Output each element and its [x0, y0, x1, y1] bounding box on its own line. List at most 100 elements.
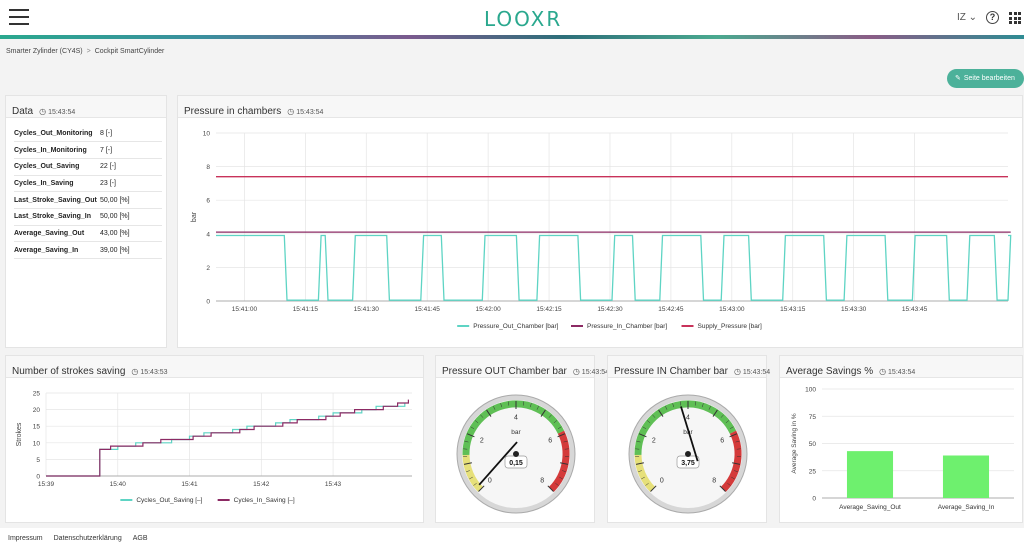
strokes-chart: 0 5 10 15 20 25 15:39 15:40 15:41 15:42 15:43 Strok… [16, 391, 412, 504]
y-tick-label: 2 [206, 265, 210, 272]
footer-link-impressum[interactable]: Impressum [8, 535, 43, 542]
gauge-band [634, 400, 737, 456]
series-line [216, 234, 1012, 301]
gauge-tick-label: 6 [720, 437, 724, 444]
legend-label: Pressure_Out_Chamber [bar] [473, 323, 558, 330]
clock-icon: ◷ [879, 367, 887, 376]
x-tick-label: 15:41:00 [232, 306, 258, 313]
data-value: 43,00 [%] [100, 225, 162, 243]
pressure-in-gauge: 02468bar3,75 [628, 394, 748, 514]
gauge-tick [478, 485, 485, 492]
data-row: Average_Saving_In 39,00 [%] [14, 241, 162, 259]
gauge-tick [708, 405, 711, 410]
pressure-in-gauge-panel: Pressure IN Chamber bar◷ 15:43:54 02468b… [607, 355, 770, 523]
gauge-tick-label: 8 [712, 478, 716, 485]
legend-label: Cycles_In_Saving [–] [234, 497, 295, 504]
gauge-tick [720, 414, 724, 418]
apps-grid-icon[interactable] [1009, 12, 1021, 24]
y-tick-label: 10 [33, 440, 41, 447]
panel-timestamp: ◷ 15:43:54 [879, 367, 916, 376]
header-decoration [0, 35, 1024, 39]
gauge-tick [559, 476, 563, 480]
gauge-tick [732, 462, 741, 465]
panel-timestamp: ◷ 15:43:54 [287, 107, 324, 116]
pressure-out-gauge: 0 2 4 6 8 bar 0,15 [456, 394, 576, 514]
footer: Impressum Datenschutzerklärung AGB [0, 528, 1024, 547]
clock-icon: ◷ [733, 367, 741, 376]
panel-title: Pressure in chambers [184, 106, 282, 117]
breadcrumb-item-parent[interactable]: Smarter Zylinder (CY4S) [6, 48, 83, 55]
y-tick-label: 0 [812, 496, 816, 503]
y-tick-label: 100 [805, 387, 816, 394]
panel-timestamp: ◷ 15:43:53 [131, 367, 168, 376]
data-value: 7 [-] [100, 141, 162, 159]
app-logo: LOOXR [484, 7, 563, 31]
data-key: Average_Saving_Out [14, 225, 100, 243]
y-tick-label: 15 [33, 424, 41, 431]
breadcrumb-item-current: Cockpit SmartCylinder [94, 48, 165, 55]
y-tick-label: 50 [809, 441, 817, 448]
panel-header: Data ◷ 15:43:54 [6, 96, 166, 118]
panel-title: Number of strokes saving [12, 366, 126, 377]
panel-title: Average Savings % [786, 366, 874, 377]
gauge-tick [466, 470, 470, 473]
gauge-tick [638, 433, 647, 438]
panel-timestamp: ◷ 15:43:54 [733, 367, 771, 376]
panel-timestamp: ◷ 15:43:54 [39, 107, 76, 116]
gauge-needle [680, 406, 699, 462]
menu-icon[interactable] [9, 9, 29, 25]
panel-title: Pressure OUT Chamber bar [442, 366, 567, 377]
data-row: Cycles_Out_Saving 22 [-] [14, 158, 162, 176]
gauge-tick [464, 440, 469, 443]
user-menu[interactable]: IZ ⌄ [957, 12, 978, 23]
strokes-chart-panel: Number of strokes saving ◷ 15:43:53 0 5 10 1… [5, 355, 424, 523]
edit-page-button[interactable]: ✎ Seite bearbeiten [947, 69, 1024, 88]
data-panel: Data ◷ 15:43:54 Cycles_Out_Monitoring 8 [-… [5, 95, 167, 348]
gauge-tick [480, 414, 484, 418]
gauge-tick [672, 403, 675, 408]
pressure-chart-panel: Pressure in chambers ◷ 15:43:54 0 2 4 6 8 10 15… [177, 95, 1023, 348]
x-tick-label: 15:43:45 [902, 306, 928, 313]
gauge-tick [470, 426, 475, 430]
help-icon[interactable]: ? [986, 11, 999, 24]
panel-timestamp: ◷ 15:43:54 [572, 367, 610, 376]
gauge-tick-label: 8 [540, 478, 544, 485]
footer-link-privacy[interactable]: Datenschutzerklärung [53, 535, 122, 542]
gauge-tick [641, 476, 645, 480]
y-axis-label: Average Saving in % [791, 413, 798, 473]
gauge-band [462, 454, 484, 492]
pressure-out-gauge-panel: Pressure OUT Chamber bar ◷ 15:43:54 0 2 4 6 8… [435, 355, 609, 523]
x-tick-label: 15:39 [38, 481, 55, 488]
data-value: 50,00 [%] [100, 191, 162, 209]
gauge-tick [557, 426, 562, 430]
footer-link-agb[interactable]: AGB [132, 535, 148, 542]
series-line [46, 399, 409, 477]
data-key: Cycles_In_Saving [14, 175, 100, 193]
x-tick-label: 15:43:00 [719, 306, 745, 313]
panel-header: Pressure IN Chamber bar ◷ 15:43:54 [608, 356, 770, 378]
x-tick-label: 15:41 [181, 481, 198, 488]
breadcrumb: Smarter Zylinder (CY4S) > Cockpit SmartCyl… [6, 48, 165, 55]
data-row: Average_Saving_Out 43,00 [%] [14, 225, 162, 243]
gauge-tick [658, 409, 664, 417]
data-row: Cycles_In_Monitoring 7 [-] [14, 141, 162, 159]
clock-icon: ◷ [287, 107, 295, 116]
legend-label: Pressure_In_Chamber [bar] [587, 323, 667, 330]
y-tick-label: 4 [206, 231, 210, 238]
gauge-tick [547, 485, 554, 492]
gauge-tick [557, 433, 566, 438]
gauge-readout: 3,75 [681, 460, 695, 467]
pencil-icon: ✎ [955, 75, 961, 82]
x-tick-label: 15:41:15 [293, 306, 319, 313]
gauge-tick [473, 482, 477, 486]
average-savings-chart: 0 25 50 75 100 Average Saving in % Average_Sav… [791, 387, 1014, 511]
gauge-unit: bar [511, 429, 521, 436]
legend-label: Supply_Pressure [bar] [698, 323, 763, 330]
x-tick-label: Average_Saving_In [938, 504, 995, 511]
gauge-hub [685, 451, 691, 457]
gauge-tick [734, 470, 738, 473]
data-key: Cycles_In_Monitoring [14, 141, 100, 159]
gauge-hub [513, 451, 519, 457]
gauge-band [548, 430, 570, 492]
gauge-tick [507, 401, 510, 406]
